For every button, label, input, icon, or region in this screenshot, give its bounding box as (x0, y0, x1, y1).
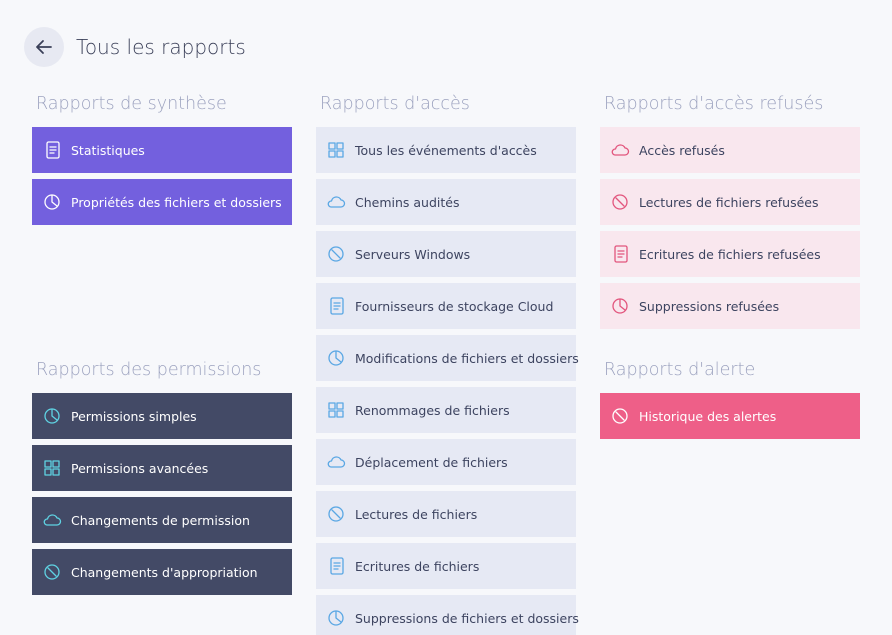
tile-icon (612, 194, 628, 210)
report-tile[interactable]: Permissions simples (32, 393, 292, 439)
section-title: Rapports d'accès (320, 94, 470, 114)
tile-icon (44, 564, 60, 580)
tile-icon (43, 514, 62, 526)
tile-label: Tous les événements d'accès (355, 142, 537, 158)
report-tile[interactable]: Lectures de fichiers (316, 491, 576, 537)
tile-icon (44, 460, 60, 476)
section-title: Rapports d'alerte (604, 360, 756, 380)
tile-label: Permissions avancées (71, 460, 209, 476)
tile-label: Changements de permission (71, 512, 250, 528)
tile-label: Lectures de fichiers (355, 506, 478, 522)
report-tile[interactable]: Changements de permission (32, 497, 292, 543)
report-tile[interactable]: Suppressions refusées (600, 283, 860, 329)
tile-icon (327, 456, 346, 468)
tile-icon (330, 297, 344, 315)
tile-icon (328, 350, 344, 366)
section-title: Rapports d'accès refusés (604, 94, 824, 114)
report-tile[interactable]: Suppressions de fichiers et dossiers (316, 595, 579, 635)
tile-label: Ecritures de fichiers refusées (639, 246, 821, 262)
report-tile[interactable]: Permissions avancées (32, 445, 292, 491)
report-tile[interactable]: Ecritures de fichiers (316, 543, 576, 589)
tile-label: Suppressions refusées (639, 298, 780, 314)
tile-label: Changements d'appropriation (71, 564, 258, 580)
report-tile[interactable]: Lectures de fichiers refusées (600, 179, 860, 225)
report-tile[interactable]: Ecritures de fichiers refusées (600, 231, 860, 277)
tile-icon (614, 245, 628, 263)
report-tile[interactable]: Tous les événements d'accès (316, 127, 576, 173)
tile-icon (327, 196, 346, 208)
section-title: Rapports des permissions (36, 360, 262, 380)
tile-label: Chemins audités (355, 194, 460, 210)
tile-label: Permissions simples (71, 408, 197, 424)
section-title: Rapports de synthèse (36, 94, 227, 114)
tile-label: Propriétés des fichiers et dossiers (71, 194, 282, 210)
tile-icon (328, 402, 344, 418)
report-tile[interactable]: Historique des alertes (600, 393, 860, 439)
report-tile[interactable]: Changements d'appropriation (32, 549, 292, 595)
tile-icon (328, 506, 344, 522)
tile-icon (612, 298, 628, 314)
tile-label: Déplacement de fichiers (355, 454, 508, 470)
report-tile[interactable]: Renommages de fichiers (316, 387, 576, 433)
tile-icon (611, 144, 630, 156)
tile-icon (44, 194, 60, 210)
page-title: Tous les rapports (76, 35, 246, 59)
back-button[interactable] (24, 27, 64, 67)
tile-label: Renommages de fichiers (355, 402, 510, 418)
back-arrow-icon (36, 40, 52, 54)
tile-icon (46, 141, 60, 159)
report-tile[interactable]: Serveurs Windows (316, 231, 576, 277)
tile-icon (612, 408, 628, 424)
report-tile[interactable]: Déplacement de fichiers (316, 439, 576, 485)
tile-label: Lectures de fichiers refusées (639, 194, 819, 210)
tile-icon (328, 142, 344, 158)
tile-label: Historique des alertes (639, 408, 777, 424)
tile-label: Serveurs Windows (355, 246, 471, 262)
tile-label: Fournisseurs de stockage Cloud (355, 298, 554, 314)
report-tile[interactable]: Statistiques (32, 127, 292, 173)
tile-label: Modifications de fichiers et dossiers (355, 350, 579, 366)
tile-label: Suppressions de fichiers et dossiers (355, 610, 579, 626)
tile-label: Accès refusés (639, 142, 725, 158)
tile-icon (328, 246, 344, 262)
report-tile[interactable]: Modifications de fichiers et dossiers (316, 335, 579, 381)
tile-icon (44, 408, 60, 424)
tile-label: Statistiques (71, 142, 145, 158)
report-tile[interactable]: Chemins audités (316, 179, 576, 225)
tile-label: Ecritures de fichiers (355, 558, 480, 574)
report-tile[interactable]: Fournisseurs de stockage Cloud (316, 283, 576, 329)
report-tile[interactable]: Accès refusés (600, 127, 860, 173)
tile-icon (330, 557, 344, 575)
tile-icon (328, 610, 344, 626)
report-tile[interactable]: Propriétés des fichiers et dossiers (32, 179, 292, 225)
